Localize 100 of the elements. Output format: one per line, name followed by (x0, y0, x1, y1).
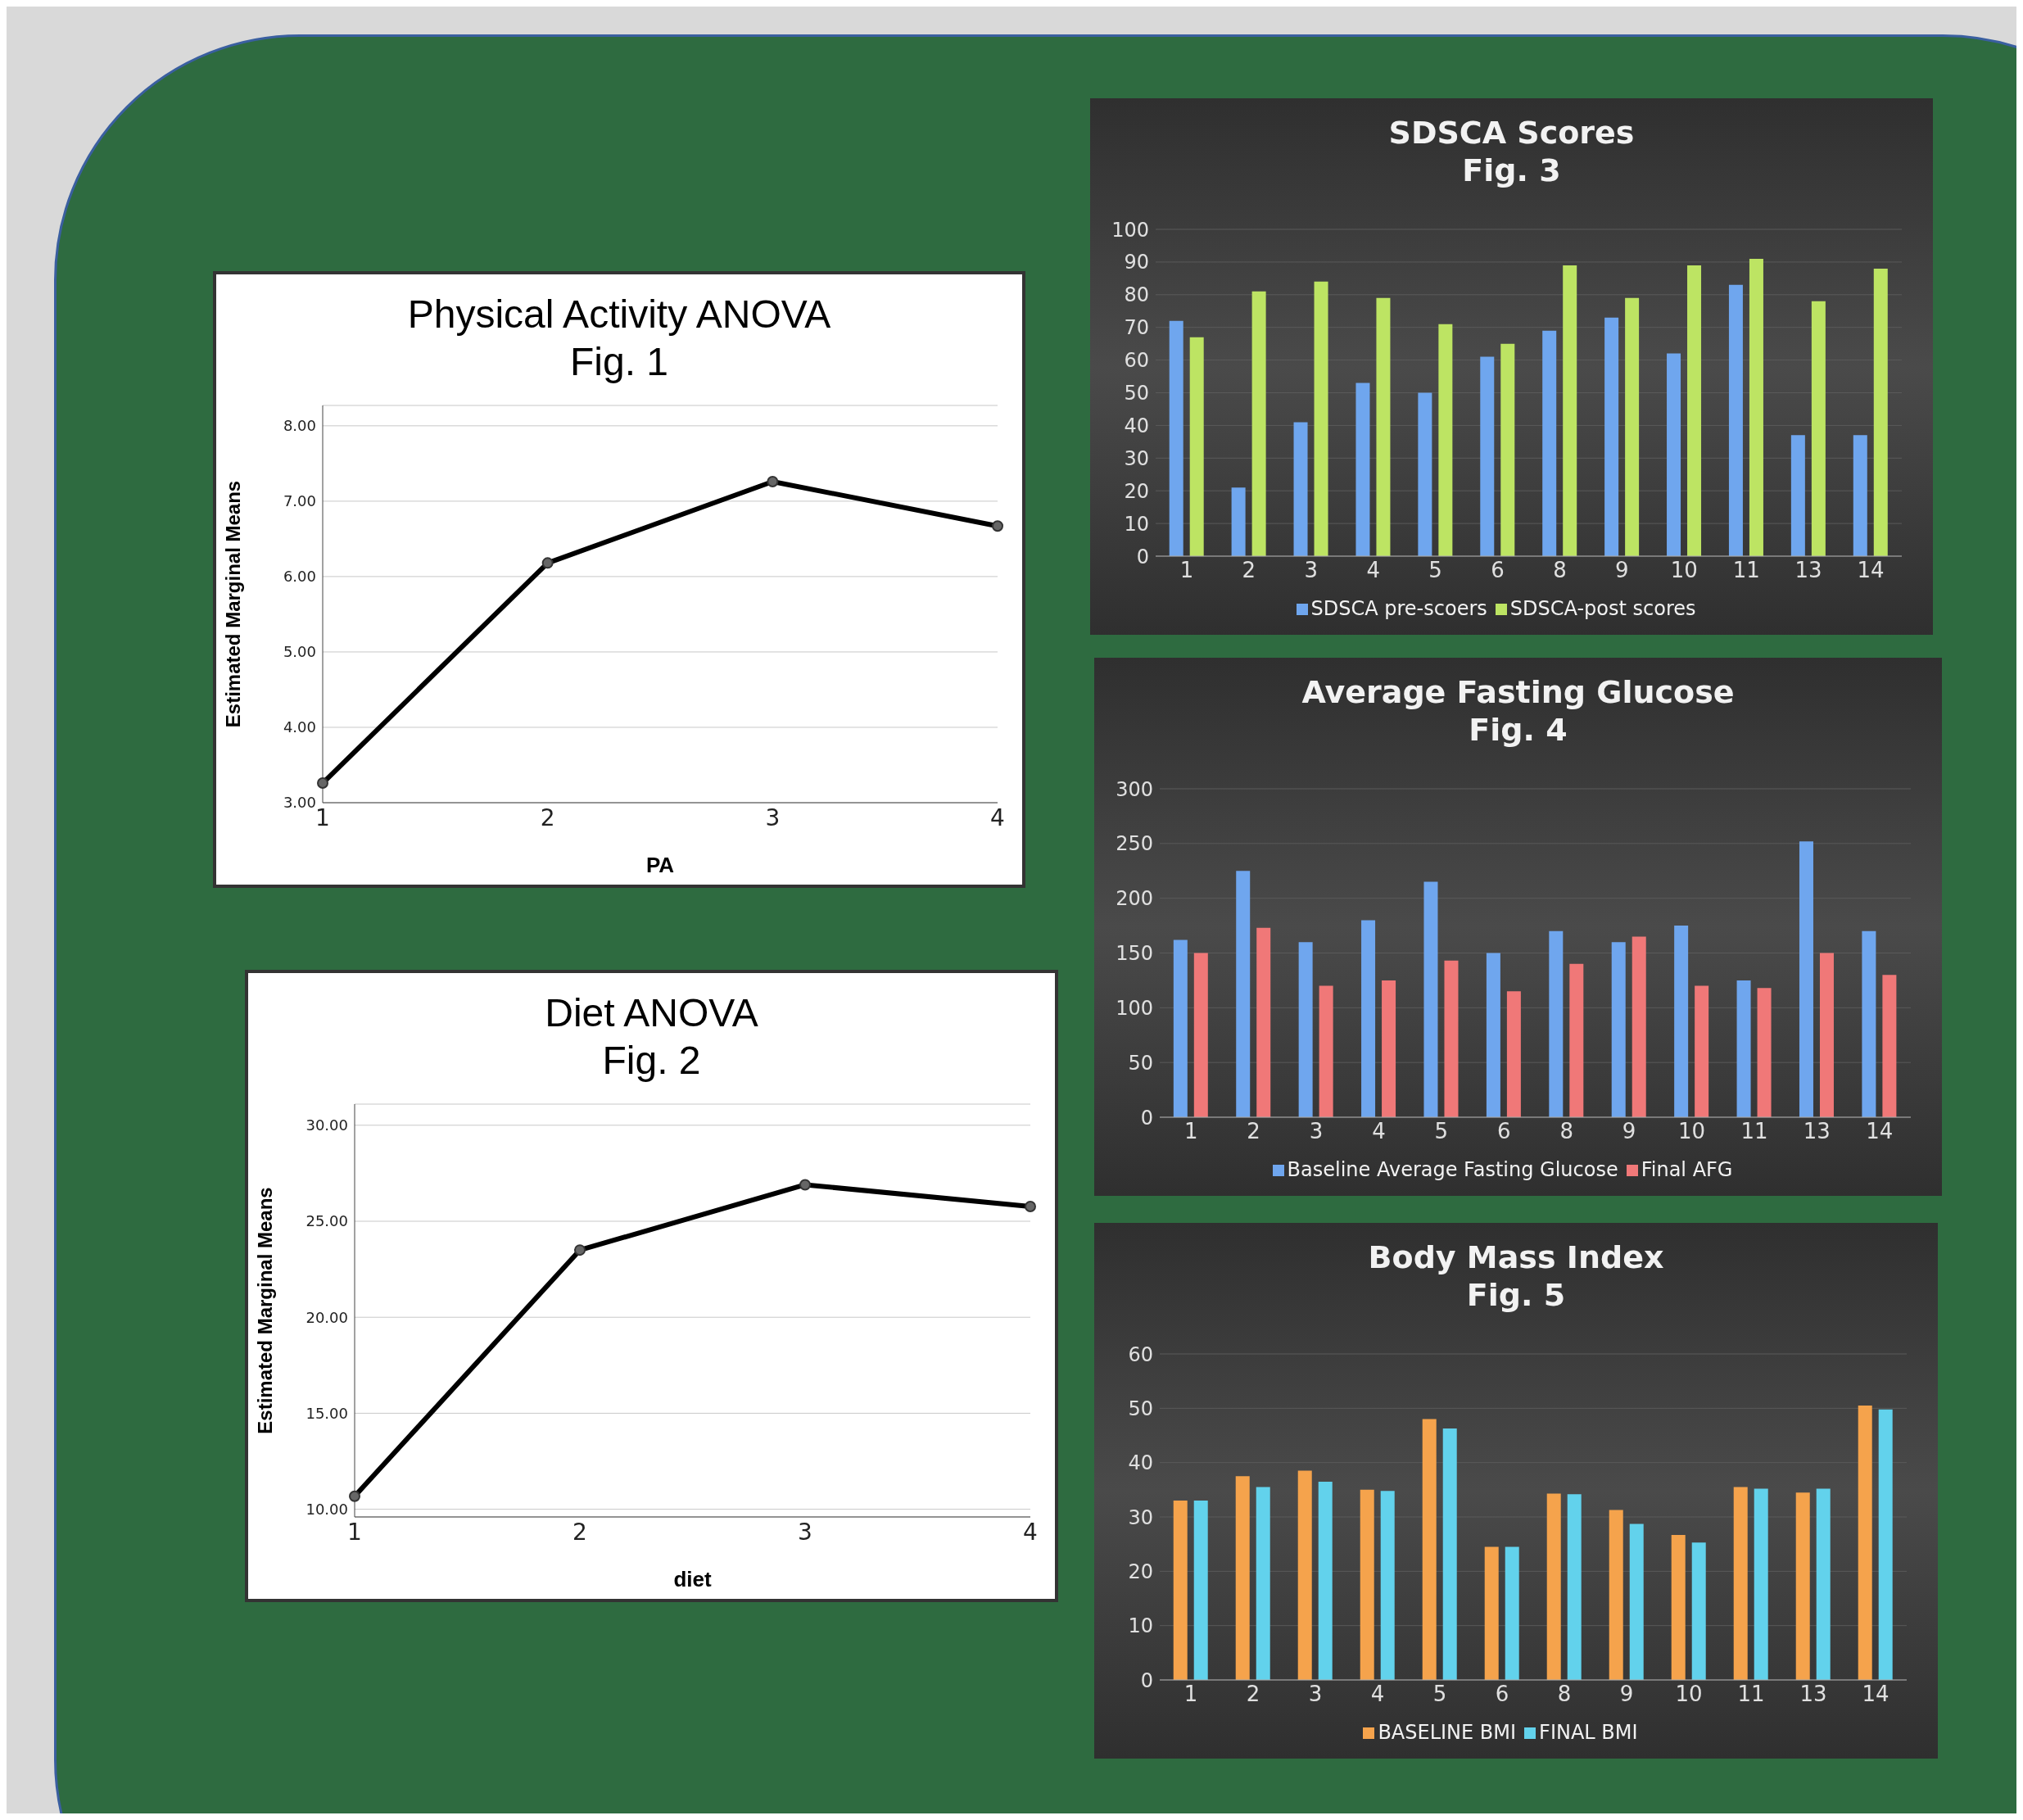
chart-subtitle: Fig. 1 (568, 338, 669, 385)
x-tick-label: 11 (1732, 558, 1760, 583)
bar (1480, 356, 1495, 556)
x-tick-label: 5 (1432, 1682, 1447, 1707)
bar (1444, 960, 1459, 1117)
chart-title: SDSCA Scores (1387, 115, 1636, 152)
bar (1816, 1488, 1831, 1680)
bar (1319, 985, 1333, 1117)
bar (1298, 942, 1313, 1117)
x-tick-label: 3 (1309, 1119, 1324, 1144)
bar (1811, 301, 1826, 556)
y-tick-label: 5.00 (283, 643, 316, 661)
x-tick-label: 14 (1862, 1682, 1889, 1707)
bar (1549, 930, 1564, 1117)
x-tick-label: 3 (1304, 558, 1319, 583)
y-tick-label: 40 (1128, 1451, 1153, 1475)
y-tick-label: 30 (1124, 446, 1149, 470)
bar (1256, 927, 1271, 1117)
x-axis-title: PA (645, 853, 675, 877)
x-tick-label: 9 (1619, 1682, 1634, 1707)
x-tick-label: 13 (1794, 558, 1822, 583)
y-tick-label: 50 (1124, 382, 1149, 405)
bar (1757, 988, 1772, 1117)
x-tick-label: 13 (1799, 1682, 1827, 1707)
bar (1380, 1491, 1395, 1680)
bar (1878, 1409, 1893, 1680)
chart-subtitle: Fig. 3 (1461, 152, 1562, 190)
bar (1862, 930, 1876, 1117)
y-tick-label: 100 (1116, 996, 1153, 1020)
y-tick-label: 60 (1128, 1342, 1153, 1366)
bar (1853, 435, 1867, 556)
y-tick-label: 0 (1136, 545, 1149, 568)
x-tick-label: 8 (1557, 1682, 1572, 1707)
y-tick-label: 200 (1116, 887, 1153, 911)
bar (1193, 953, 1208, 1117)
chart-title: Body Mass Index (1367, 1239, 1665, 1277)
bar (1256, 1487, 1270, 1680)
x-tick-label: 1 (1183, 1119, 1198, 1144)
x-tick-label: 6 (1495, 1682, 1509, 1707)
y-tick-label: 10 (1124, 512, 1149, 536)
bar (1173, 939, 1188, 1117)
legend-label: BASELINE BMI (1378, 1721, 1517, 1744)
bar (1629, 1523, 1644, 1680)
bar (1609, 1510, 1623, 1680)
x-tick-label: 5 (1428, 558, 1442, 583)
bar (1795, 1492, 1810, 1680)
legend-label: Final AFG (1641, 1158, 1733, 1181)
y-tick-label: 8.00 (283, 417, 316, 435)
bar (1382, 980, 1396, 1117)
bar (1632, 936, 1646, 1117)
bar (1297, 1470, 1312, 1680)
y-tick-label: 7.00 (283, 492, 316, 510)
x-tick-label: 8 (1553, 558, 1567, 583)
x-tick-label: 1 (347, 1518, 362, 1546)
y-tick-label: 0 (1140, 1668, 1153, 1692)
bar (1318, 1481, 1333, 1680)
bar (1799, 841, 1813, 1117)
bar (1189, 337, 1204, 556)
bar (1236, 871, 1251, 1117)
y-tick-label: 10 (1128, 1614, 1153, 1638)
x-tick-label: 2 (1242, 558, 1256, 583)
bar (1360, 1489, 1374, 1680)
x-tick-label: 3 (765, 804, 781, 831)
chart-title: Diet ANOVA (544, 990, 759, 1036)
y-tick-label: 15.00 (305, 1404, 348, 1422)
y-tick-label: 30.00 (305, 1116, 348, 1134)
bar (1819, 953, 1834, 1117)
x-tick-label: 1 (315, 804, 330, 831)
y-tick-label: 80 (1124, 283, 1149, 307)
x-tick-label: 13 (1803, 1119, 1831, 1144)
chart-title: Physical Activity ANOVA (406, 292, 832, 337)
x-tick-label: 10 (1675, 1682, 1703, 1707)
y-axis-title: Estimated Marginal Means (253, 1187, 276, 1434)
bar (1231, 487, 1246, 556)
legend-label: Baseline Average Fasting Glucose (1287, 1158, 1618, 1181)
bar (1736, 980, 1751, 1117)
bar (1546, 1493, 1561, 1680)
y-tick-label: 20 (1124, 479, 1149, 503)
bar (1486, 953, 1500, 1117)
x-tick-label: 5 (1434, 1119, 1449, 1144)
x-tick-label: 2 (573, 1518, 587, 1546)
bar (1251, 291, 1266, 556)
bar (1733, 1487, 1748, 1680)
y-tick-label: 150 (1116, 942, 1153, 966)
x-tick-label: 9 (1615, 558, 1629, 583)
bar (1314, 281, 1328, 556)
y-tick-label: 40 (1124, 414, 1149, 437)
y-tick-label: 60 (1124, 349, 1149, 373)
bar (1667, 353, 1681, 556)
chart-subtitle: Fig. 5 (1465, 1276, 1567, 1315)
y-tick-label: 50 (1128, 1051, 1153, 1075)
y-tick-label: 4.00 (283, 718, 316, 736)
bar (1418, 392, 1432, 556)
bar (1506, 991, 1521, 1117)
x-tick-label: 4 (990, 804, 1005, 831)
x-tick-label: 3 (1308, 1682, 1323, 1707)
bar (1563, 265, 1577, 556)
bar (1671, 1534, 1686, 1680)
y-tick-label: 10.00 (305, 1501, 348, 1519)
y-tick-label: 250 (1116, 832, 1153, 856)
